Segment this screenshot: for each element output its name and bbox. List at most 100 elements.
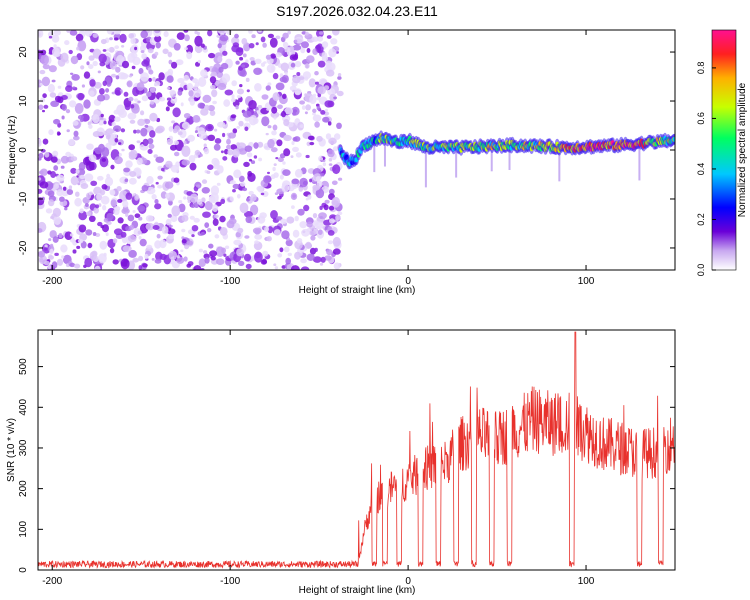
noise-dot [290,265,300,270]
noise-dot [103,120,107,125]
noise-dot [327,100,335,108]
noise-dot [62,186,67,191]
noise-dot [100,113,104,118]
noise-dot [141,95,149,102]
noise-dot [244,235,250,239]
noise-dot [301,228,310,237]
noise-dot [56,131,61,136]
noise-dot [97,70,101,74]
noise-dot [197,59,201,64]
noise-dot [183,113,191,119]
noise-dot [277,157,284,163]
noise-dot [181,145,191,157]
noise-dot [132,210,136,213]
noise-dot [139,207,144,212]
noise-dot [321,41,329,48]
noise-dot [192,78,199,84]
noise-dot [183,30,189,33]
top-y-tick-label: -10 [18,191,29,206]
noise-dot [335,215,341,221]
noise-dot [267,171,270,175]
noise-dot [224,89,234,96]
noise-dot [154,203,162,210]
noise-dot [124,178,129,182]
noise-dot [217,121,226,128]
noise-dot [88,64,94,70]
noise-dot [292,75,301,84]
noise-dot [147,149,153,154]
ridge-spike [383,138,386,167]
noise-dot [171,205,181,217]
noise-dot [196,198,203,205]
noise-dot [85,229,93,236]
noise-dot [114,45,120,50]
noise-dot [326,35,332,39]
noise-dot [232,42,240,48]
noise-dot [50,156,58,163]
noise-dot [208,243,214,249]
noise-dot [184,47,188,51]
noise-dot [64,207,68,211]
noise-dot [207,228,212,233]
noise-dot [287,252,292,257]
ridge-spike [558,147,561,182]
noise-dot [291,141,295,145]
noise-dot [116,186,122,192]
noise-dot [121,60,130,69]
noise-dot [250,160,256,165]
noise-dot [106,30,113,35]
noise-dot [306,48,311,53]
noise-dot [239,56,244,61]
bottom-panel: -200 -100 0 100 0 100 200 300 400 500 Height of … [6,329,676,596]
noise-dot [257,215,266,224]
noise-dot [113,30,122,35]
noise-dot [193,88,202,98]
noise-dot [136,82,145,91]
noise-dot [294,168,303,178]
noise-dot [333,262,341,270]
noise-dot [212,218,219,226]
noise-dot [282,32,289,39]
noise-dot [77,93,85,101]
noise-dot [193,265,202,270]
noise-dot [316,226,320,230]
noise-dot [294,251,301,260]
noise-dot [75,191,80,197]
noise-dot [92,232,97,236]
noise-dot [180,249,184,253]
noise-dot [101,147,110,158]
noise-dot [281,183,290,193]
noise-dot [233,169,242,179]
noise-dot [299,221,308,229]
noise-dot [262,250,269,257]
noise-dot [298,186,304,192]
noise-dot [214,234,220,239]
noise-dot [337,211,343,216]
noise-dot [114,37,119,41]
noise-dot [90,180,98,186]
noise-dot [228,132,237,139]
noise-dot [200,43,205,48]
noise-dot [61,104,67,111]
noise-dot [299,177,308,188]
noise-dot [275,35,281,40]
bottom-plot-frame [37,329,676,571]
noise-dot [227,149,234,156]
noise-dot [282,161,286,165]
noise-dot [312,213,318,219]
noise-dot [125,160,133,168]
noise-dot [61,115,65,120]
noise-dot [232,128,238,134]
noise-dot [273,163,277,167]
noise-dot [211,157,220,166]
noise-dot [40,97,46,103]
noise-dot [332,248,341,255]
noise-dot [146,186,156,195]
noise-dot [170,214,178,223]
noise-dot [167,233,175,240]
noise-dot [177,131,183,136]
noise-dot [336,90,344,97]
noise-dot [169,89,176,95]
noise-dot [333,96,337,100]
noise-dot [279,247,284,253]
